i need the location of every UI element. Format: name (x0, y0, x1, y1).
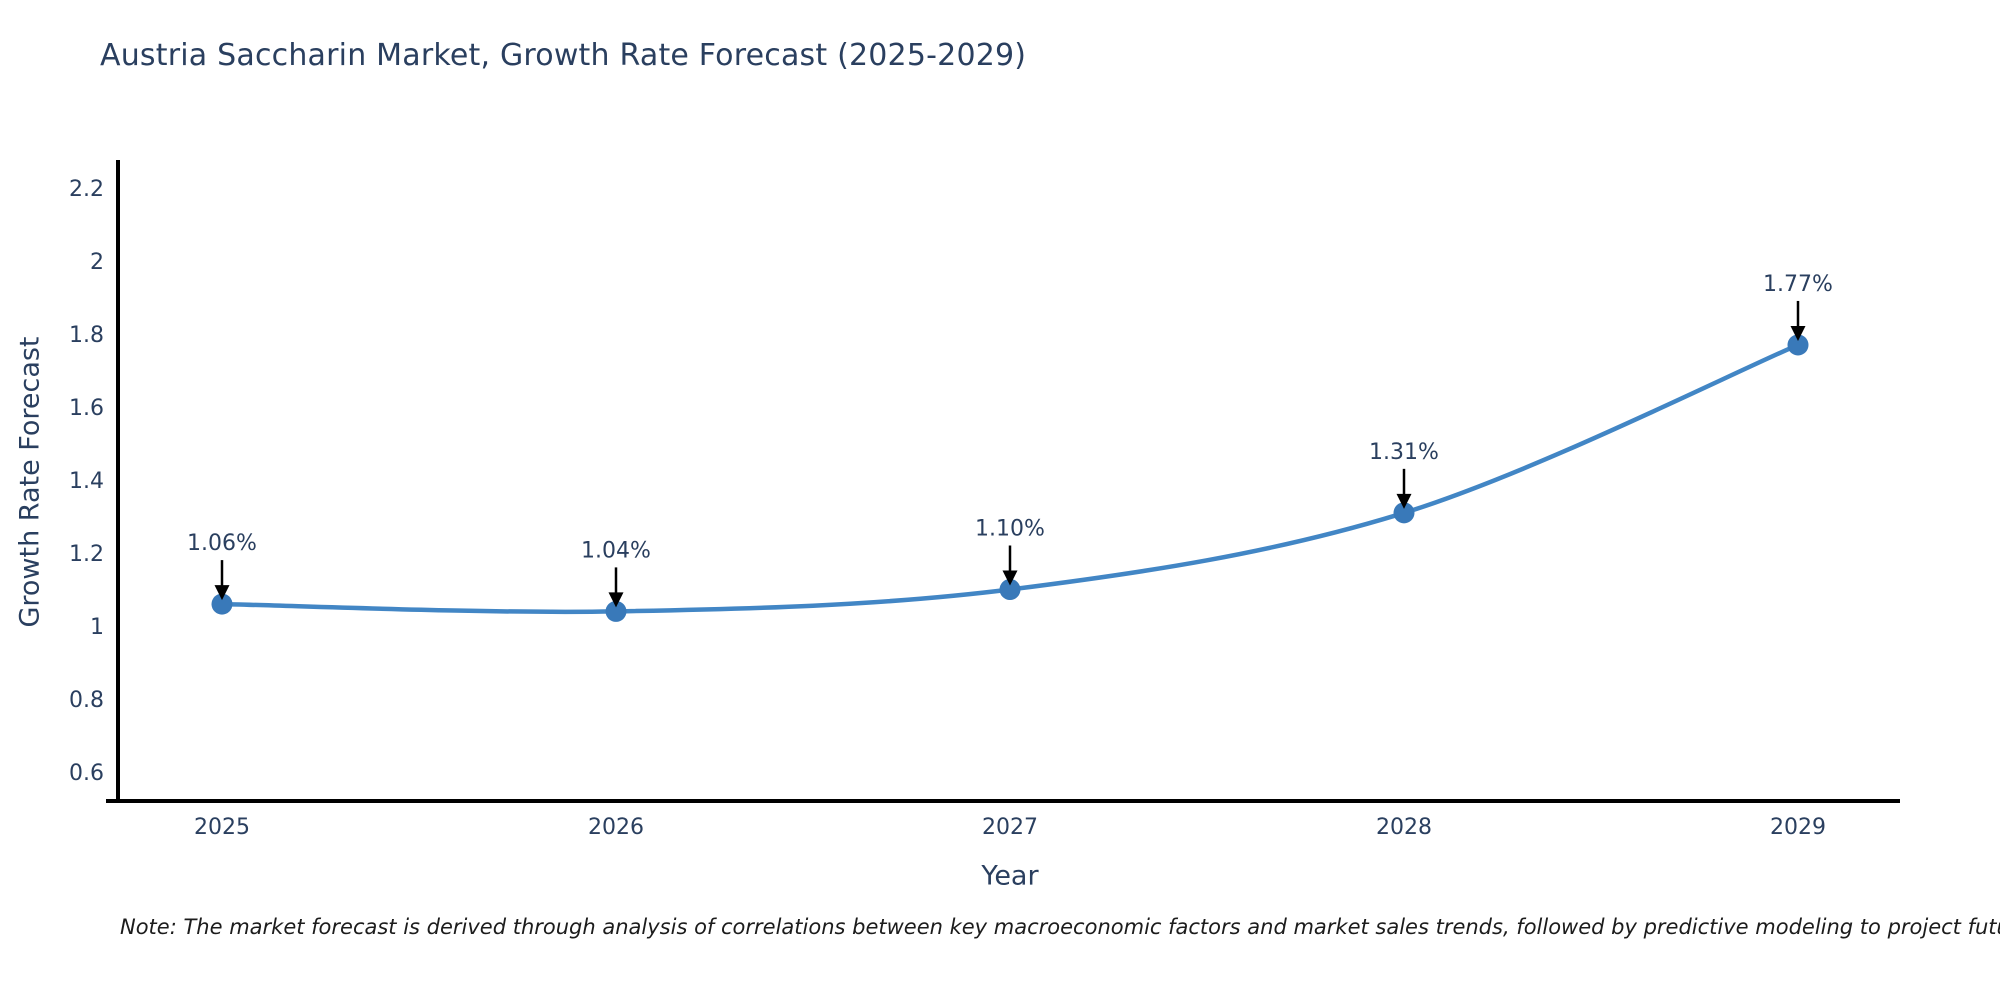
y-tick-label: 1.8 (69, 323, 104, 348)
x-tick-label: 2028 (1376, 815, 1432, 840)
data-point-marker (999, 579, 1021, 600)
data-point-marker (1787, 334, 1809, 356)
x-tick-label: 2026 (588, 815, 644, 840)
annotation-arrow-head (1790, 325, 1806, 341)
data-point-marker (1393, 502, 1415, 524)
annotation-label: 1.06% (187, 531, 257, 556)
y-tick-label: 1.6 (69, 396, 104, 421)
x-tick-label: 2025 (194, 815, 250, 840)
y-tick-label: 1 (90, 615, 104, 640)
y-tick-label: 1.4 (69, 469, 104, 494)
annotation-label: 1.31% (1369, 440, 1439, 465)
annotation-arrow-head (214, 585, 230, 601)
footnote: Note: The market forecast is derived thr… (120, 915, 2000, 939)
data-point-marker (211, 593, 233, 615)
annotation-arrow-head (608, 592, 624, 608)
annotation-label: 1.04% (581, 538, 651, 563)
data-point-marker (605, 600, 627, 622)
x-axis-title: Year (981, 860, 1039, 892)
y-tick-label: 1.2 (69, 542, 104, 567)
annotation-arrow-head (1002, 570, 1018, 586)
y-tick-label: 0.6 (69, 761, 104, 786)
y-tick-label: 0.8 (69, 688, 104, 713)
y-tick-label: 2 (90, 250, 104, 275)
annotation-label: 1.10% (975, 517, 1045, 542)
y-tick-label: 2.2 (69, 177, 104, 202)
x-tick-label: 2027 (982, 815, 1038, 840)
annotation-arrow-head (1396, 493, 1412, 509)
annotation-label: 1.77% (1763, 272, 1833, 297)
x-tick-label: 2029 (1770, 815, 1826, 840)
chart-title: Austria Saccharin Market, Growth Rate Fo… (100, 38, 1027, 73)
